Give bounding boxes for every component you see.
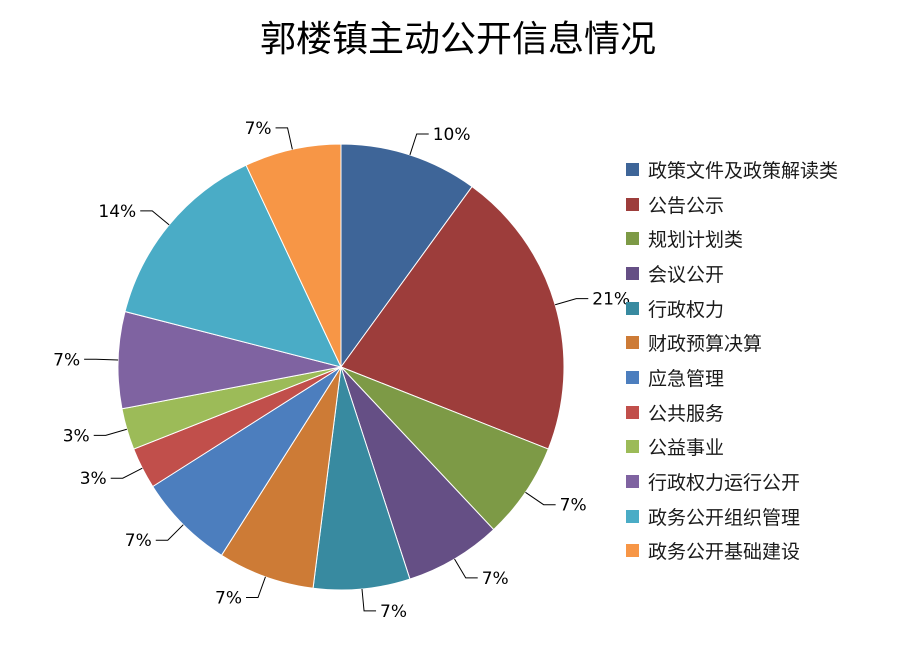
- legend-swatch: [626, 266, 639, 280]
- legend-item: 规划计划类: [626, 221, 838, 256]
- leader-line-8: [110, 467, 143, 479]
- data-label-10: 7%: [53, 350, 80, 370]
- legend-label: 政策文件及政策解读类: [648, 159, 839, 182]
- legend-swatch: [626, 370, 639, 384]
- leader-line-10: [84, 358, 119, 361]
- legend-label: 政务公开组织管理: [648, 506, 801, 529]
- legend-swatch: [626, 197, 639, 211]
- legend-item: 政务公开组织管理: [626, 499, 838, 534]
- chart-title: 郭楼镇主动公开信息情况: [259, 19, 656, 60]
- legend-label: 规划计划类: [648, 229, 744, 252]
- legend-swatch: [626, 475, 639, 489]
- legend-item: 政务公开基础建设: [626, 534, 838, 569]
- data-labels: 10% 21% 7% 7% 7% 7% 7% 3% 3% 7% 14% 7%: [53, 119, 630, 622]
- pie-slice-11: [124, 164, 342, 368]
- legend-swatch: [626, 440, 639, 454]
- legend-item: 公告公示: [626, 187, 838, 222]
- legend-label: 应急管理: [648, 367, 725, 390]
- pie-slices: [117, 143, 565, 591]
- legend-label: 公共服务: [648, 402, 725, 425]
- leader-line-3: [525, 491, 556, 506]
- data-label-6: 7%: [215, 589, 242, 609]
- leader-line-6: [246, 576, 266, 599]
- legend-item: 公共服务: [626, 395, 838, 430]
- legend-item: 财政预算决算: [626, 325, 838, 360]
- pie-slice-12: [245, 143, 342, 368]
- leader-line-1: [409, 133, 429, 156]
- legend-swatch: [626, 232, 639, 246]
- legend-item: 公益事业: [626, 430, 838, 465]
- leader-line-4: [454, 558, 478, 579]
- legend-label: 行政权力运行公开: [648, 472, 801, 495]
- legend-swatch: [626, 162, 639, 176]
- leader-line-12: [275, 127, 293, 150]
- legend-item: 会议公开: [626, 256, 838, 291]
- legend-label: 财政预算决算: [648, 333, 763, 356]
- leader-line-9: [93, 428, 127, 436]
- data-label-1: 10%: [433, 125, 471, 145]
- legend-label: 行政权力: [648, 298, 725, 321]
- legend-label: 会议公开: [648, 263, 725, 286]
- legend-swatch: [626, 336, 639, 350]
- data-label-12: 7%: [245, 119, 272, 139]
- leader-line-2: [555, 298, 589, 306]
- legend-label: 政务公开基础建设: [648, 541, 801, 564]
- legend-item: 政策文件及政策解读类: [626, 152, 838, 187]
- legend-swatch: [626, 301, 639, 315]
- legend-item: 行政权力运行公开: [626, 464, 838, 499]
- legend-item: 行政权力: [626, 291, 838, 326]
- legend-label: 公益事业: [648, 437, 725, 460]
- data-label-3: 7%: [560, 496, 587, 516]
- legend-swatch: [626, 544, 639, 558]
- legend-item: 应急管理: [626, 360, 838, 395]
- leader-line-7: [155, 524, 184, 541]
- legend-swatch: [626, 405, 639, 419]
- data-label-9: 3%: [63, 426, 90, 446]
- data-label-8: 3%: [80, 469, 107, 489]
- leader-line-11: [140, 210, 170, 226]
- legend-swatch: [626, 509, 639, 523]
- legend: 政策文件及政策解读类 公告公示规划计划类会议公开行政权力财政预算决算 应急管理公共服…: [626, 152, 838, 568]
- data-label-2: 21%: [592, 290, 630, 310]
- leader-lines: [84, 127, 589, 612]
- legend-label: 公告公示: [648, 194, 725, 217]
- data-label-4: 7%: [482, 569, 509, 589]
- data-label-5: 7%: [380, 602, 407, 622]
- leader-line-5: [361, 588, 377, 612]
- data-label-7: 7%: [125, 531, 152, 551]
- data-label-11: 14%: [98, 202, 136, 222]
